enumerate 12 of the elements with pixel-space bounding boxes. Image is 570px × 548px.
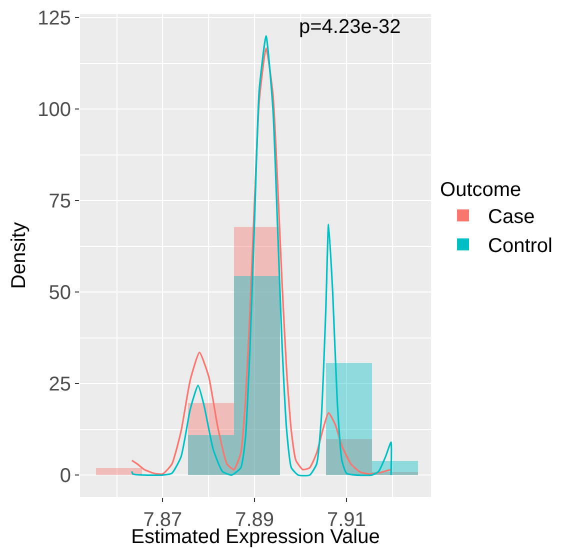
y-tick-label: 0 [60, 465, 71, 488]
y-tick-label: 75 [48, 190, 71, 213]
legend-label: Control [488, 235, 553, 258]
y-tick-label: 25 [48, 374, 71, 396]
legend-title: Outcome [440, 178, 522, 201]
y-tick-label: 125 [38, 8, 71, 30]
y-axis-title: Density [8, 222, 30, 289]
annotation: p=4.23e-32 [299, 16, 401, 38]
y-tick-label: 100 [38, 99, 71, 122]
legend-label: Case [488, 206, 535, 228]
y-tick-label: 50 [48, 282, 71, 304]
x-axis-title: Estimated Expression Value [131, 526, 380, 548]
